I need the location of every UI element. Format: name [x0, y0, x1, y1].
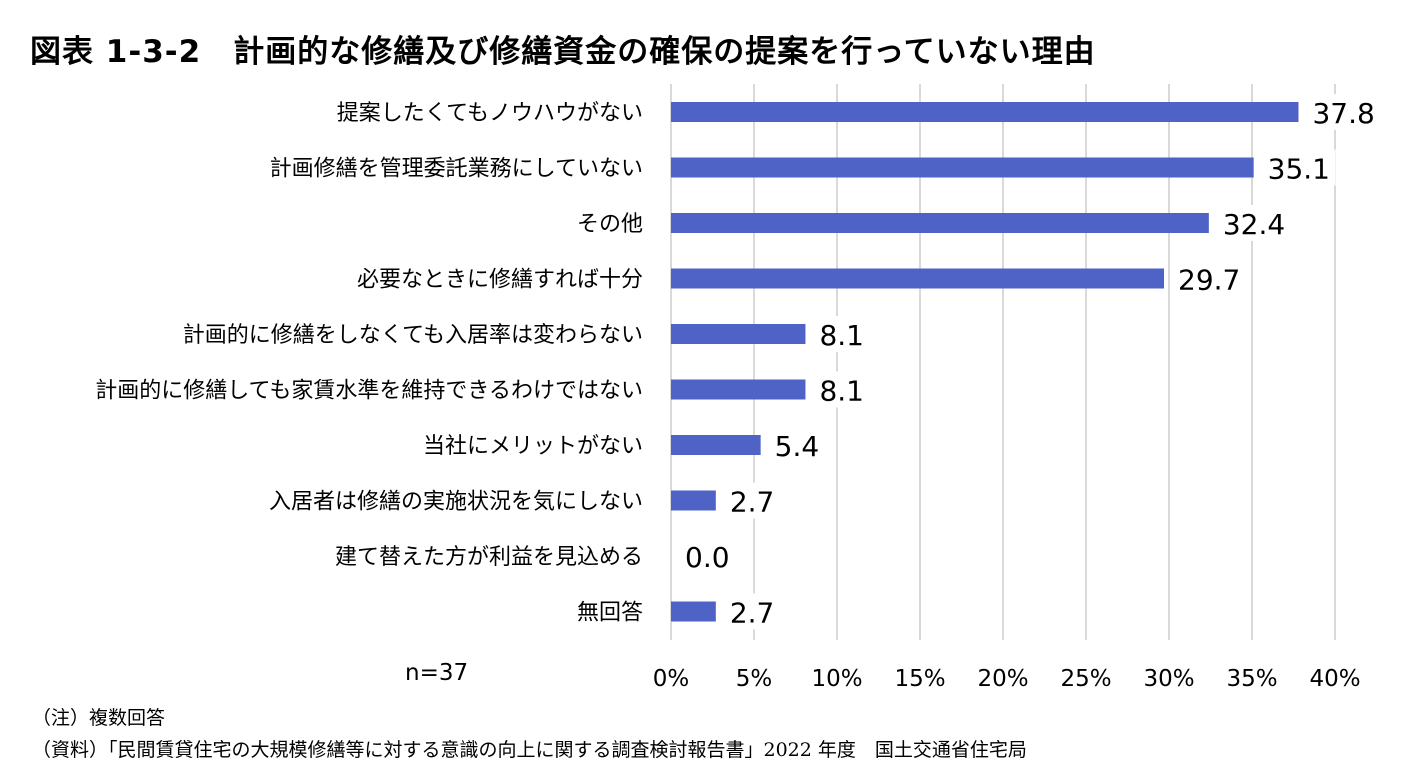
- data-label: 8.1: [819, 319, 864, 352]
- data-label: 29.7: [1178, 264, 1240, 297]
- data-label-bg: [723, 593, 783, 630]
- category-label: 計画的に修繕をしなくても入居率は変わらない: [183, 323, 643, 348]
- bar: [671, 324, 806, 344]
- bar: [671, 213, 1209, 233]
- data-label-bg: [813, 316, 873, 352]
- data-label: 37.8: [1312, 97, 1374, 130]
- category-label: 無回答: [577, 601, 643, 626]
- x-tick-label: 20%: [977, 666, 1028, 692]
- x-tick-label: 25%: [1060, 666, 1111, 692]
- sample-size-label: n=37: [405, 660, 468, 686]
- data-label: 8.1: [819, 375, 864, 408]
- bar: [671, 435, 761, 455]
- x-tick-label: 35%: [1226, 666, 1277, 692]
- category-label: 提案したくてもノウハウがない: [337, 101, 643, 126]
- category-label: 計画修繕を管理委託業務にしていない: [270, 157, 643, 182]
- x-tick-label: 40%: [1309, 666, 1360, 692]
- bar: [671, 601, 716, 622]
- data-label-bg: [679, 538, 738, 574]
- data-label-bg: [723, 482, 783, 519]
- data-label: 0.0: [685, 541, 730, 574]
- data-label: 2.7: [730, 486, 775, 519]
- bar: [671, 379, 806, 400]
- category-label: 建て替えた方が利益を見込める: [335, 545, 643, 570]
- category-label: 計画的に修繕しても家賃水準を維持できるわけではない: [95, 379, 643, 404]
- data-label: 32.4: [1223, 208, 1285, 241]
- category-label: 入居者は修繕の実施状況を気にしない: [269, 490, 643, 515]
- data-label: 5.4: [775, 430, 820, 463]
- category-label: 当社にメリットがない: [423, 434, 643, 459]
- chart-title: 図表 1-3-2 計画的な修繕及び修繕資金の確保の提案を行っていない理由: [30, 34, 1096, 70]
- source-text: （資料）「民間賃貸住宅の大規模修繕等に対する意識の向上に関する調査検討報告書」2…: [32, 739, 1027, 761]
- x-tick-label: 30%: [1143, 666, 1194, 692]
- bar: [671, 157, 1254, 178]
- data-label-bg: [1306, 94, 1381, 130]
- bar-chart: 提案したくてもノウハウがない 37.8 計画修繕を管理委託業務にしていない 35.1 そ…: [95, 84, 1381, 692]
- bar: [671, 268, 1165, 289]
- x-tick-label: 0%: [653, 666, 690, 692]
- data-label-bg: [768, 427, 828, 463]
- data-label-bg: [1261, 149, 1336, 186]
- note-text: （注）複数回答: [32, 707, 166, 729]
- bar: [671, 102, 1299, 122]
- x-tick-label: 10%: [811, 666, 862, 692]
- data-label-bg: [1172, 260, 1247, 297]
- bar: [671, 490, 716, 511]
- x-tick-label: 5%: [736, 666, 773, 692]
- category-label: 必要なときに修繕すれば十分: [357, 268, 643, 293]
- data-label-bg: [813, 371, 873, 408]
- data-label-bg: [1216, 205, 1291, 241]
- data-label: 35.1: [1268, 153, 1330, 186]
- x-tick-label: 15%: [894, 666, 945, 692]
- category-label: その他: [577, 212, 643, 237]
- data-label: 2.7: [730, 597, 775, 630]
